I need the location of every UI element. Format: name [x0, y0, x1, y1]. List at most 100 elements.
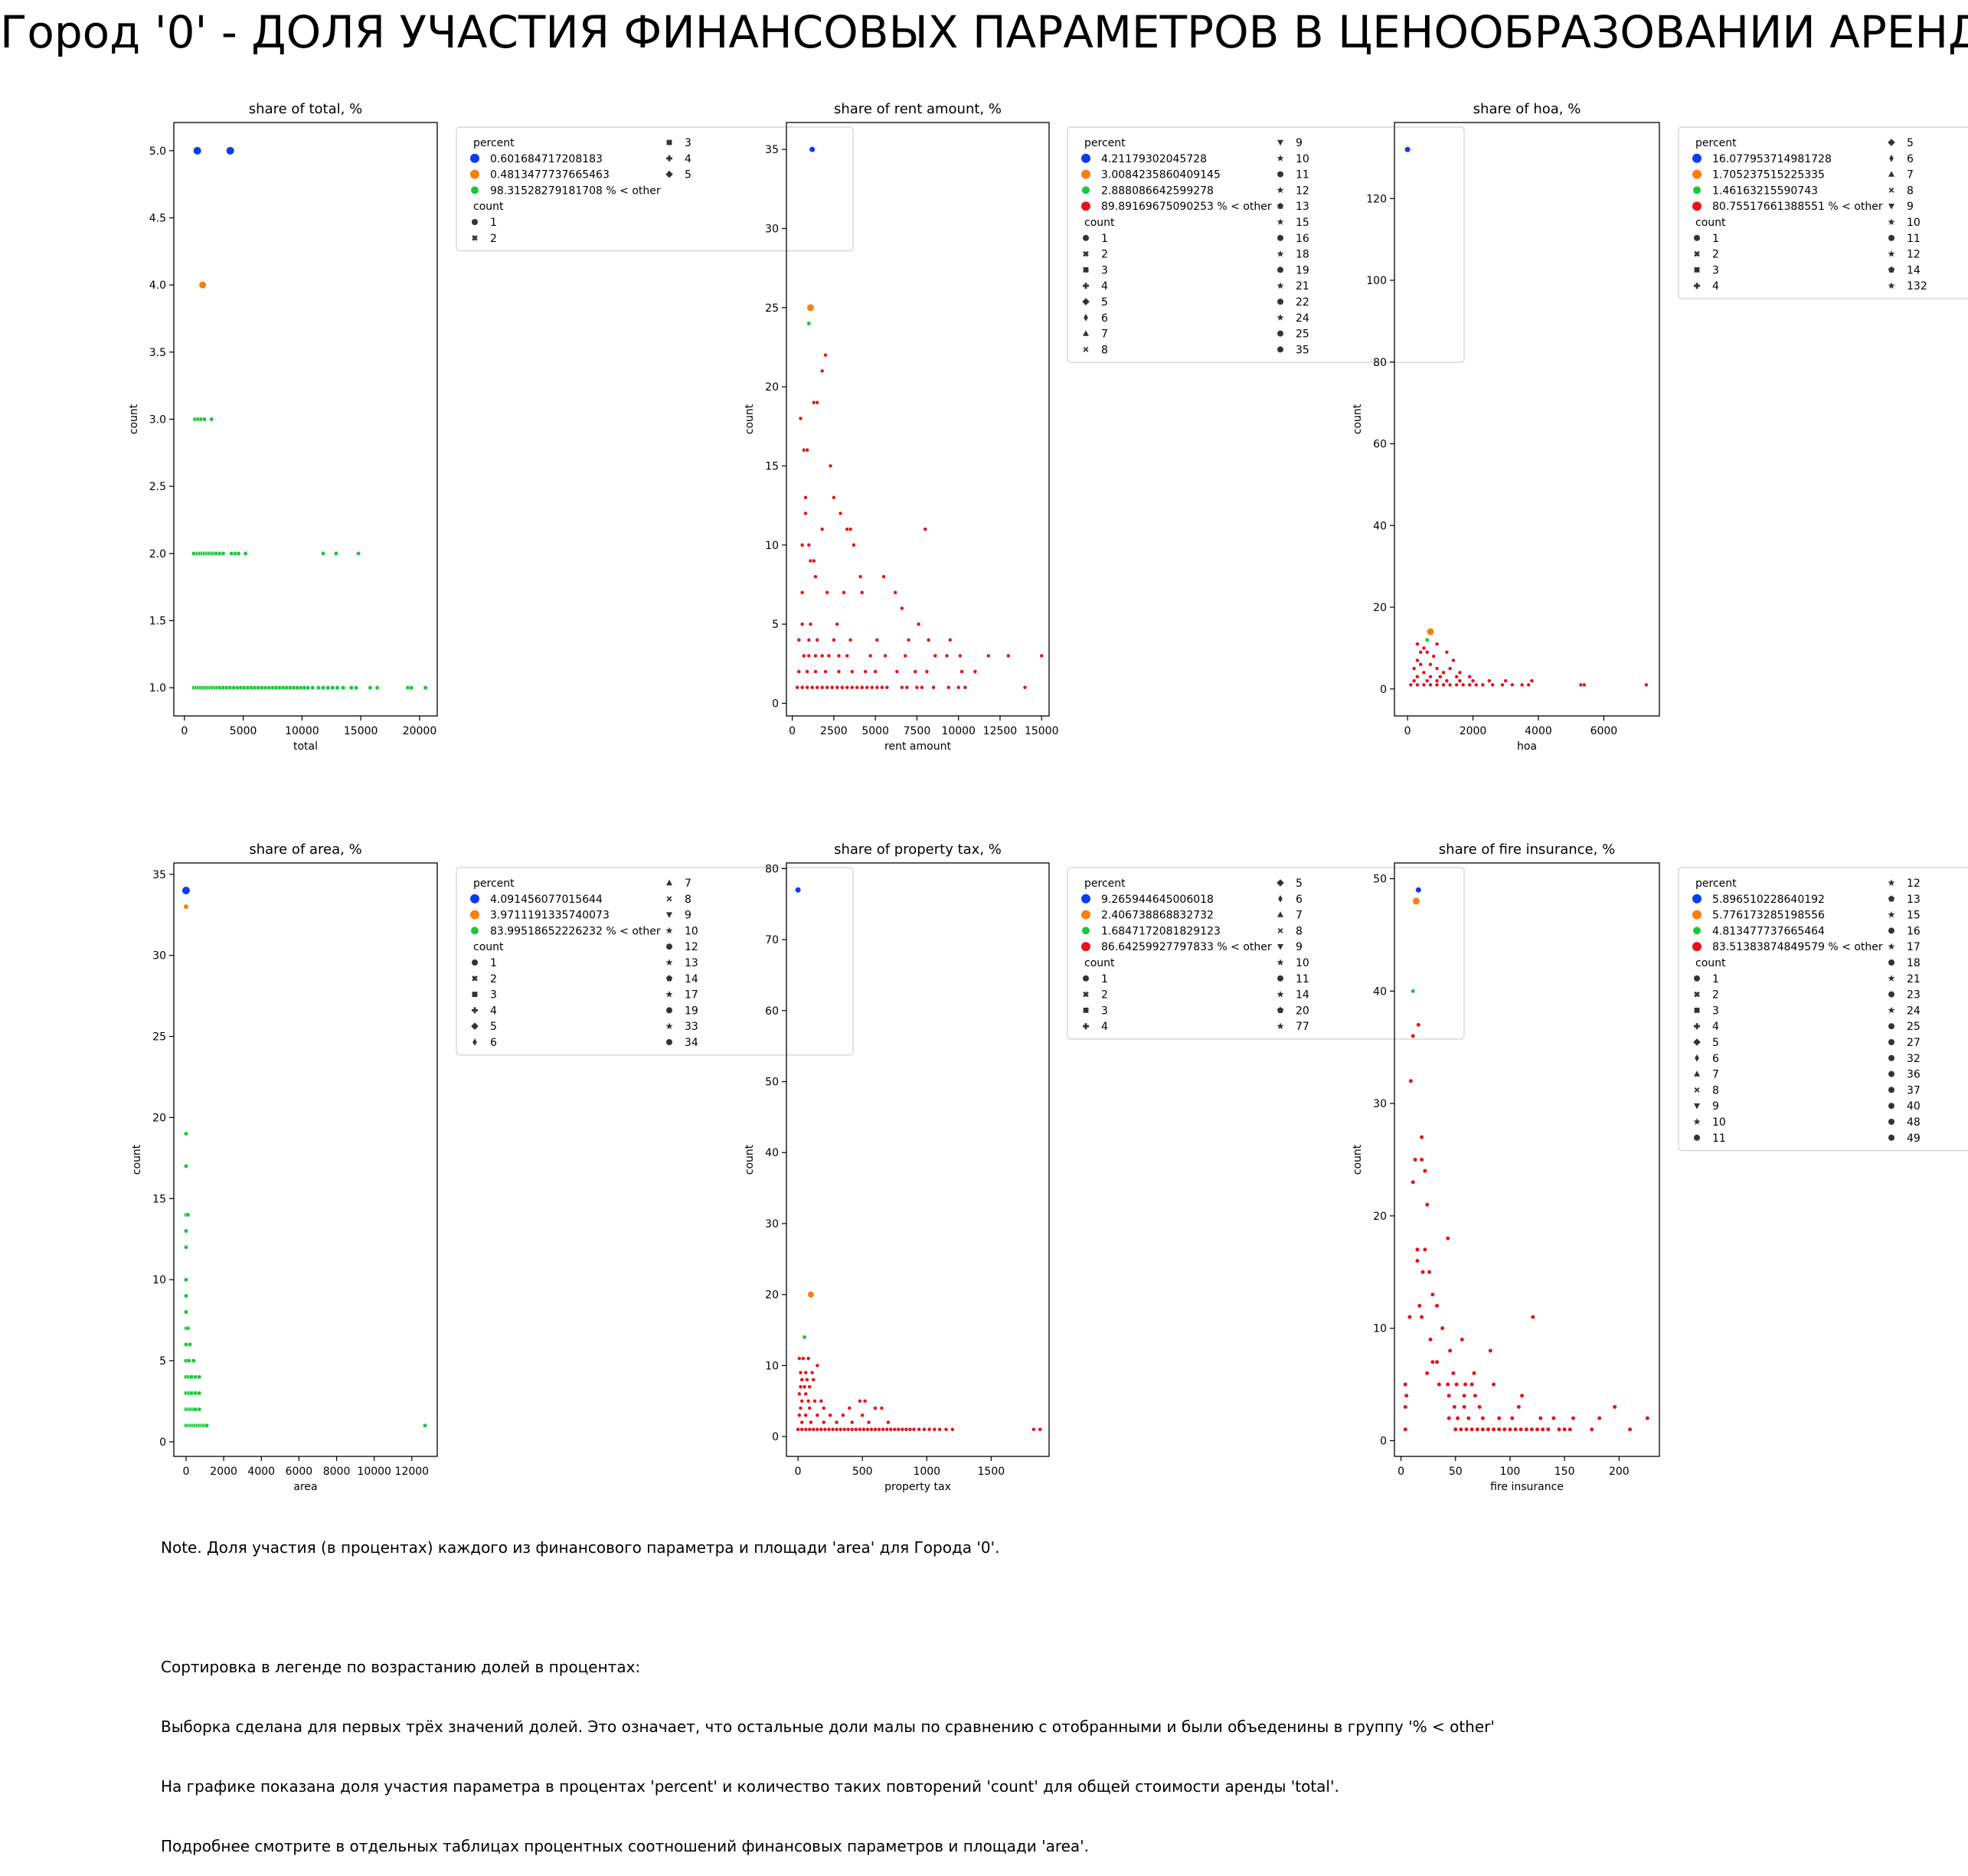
legend-marker [1277, 927, 1283, 933]
y-tick-label: 30 [765, 1218, 779, 1231]
x-tick-label: 6000 [286, 1466, 313, 1478]
legend-heading: count [1084, 217, 1115, 229]
legend-label: 1 [1101, 973, 1108, 985]
legend-label: 9 [685, 910, 691, 922]
data-point [907, 1427, 913, 1432]
data-point [1507, 1427, 1513, 1432]
data-point [185, 1325, 191, 1331]
data-point [888, 1427, 894, 1432]
series-green [1411, 989, 1416, 994]
data-point [857, 1398, 862, 1404]
data-point [1414, 1247, 1420, 1253]
legend: percent 0.601684717208183 0.48134777376654… [456, 126, 854, 252]
legend-label: 11 [1907, 233, 1921, 245]
y-tick-label: 0 [159, 1436, 166, 1449]
note-line-1: Note. Доля участия (в процентах) каждого… [161, 1538, 1000, 1557]
data-point [1473, 682, 1479, 688]
legend-marker [1888, 1070, 1894, 1077]
data-point [193, 146, 202, 155]
x-tick-label: 2500 [820, 725, 848, 737]
data-point [811, 1427, 816, 1432]
legend-label: 11 [1296, 973, 1309, 985]
data-point [1462, 1393, 1467, 1398]
legend-label: 1 [1712, 233, 1719, 245]
data-point [1470, 678, 1476, 683]
series-orange [198, 281, 207, 289]
y-tick-label: 10 [152, 1274, 166, 1286]
data-point [806, 303, 815, 312]
plot-frame [1394, 122, 1660, 717]
data-point [956, 685, 961, 690]
data-point [1415, 682, 1420, 688]
series-blue [181, 886, 191, 895]
series-blue [809, 146, 816, 153]
y-tick-label: 80 [765, 863, 779, 875]
x-tick-label: 200 [1609, 1466, 1630, 1478]
x-tick-label: 150 [1554, 1466, 1575, 1478]
y-tick-label: 3.5 [149, 347, 166, 359]
legend-marker [1277, 959, 1284, 966]
data-point [1450, 1371, 1456, 1376]
data-point [933, 653, 938, 659]
legend-label: 1.6847172081829123 [1101, 925, 1221, 937]
data-point [806, 1356, 811, 1361]
data-point [826, 653, 832, 659]
data-point [1491, 1427, 1496, 1432]
legend-marker [472, 975, 478, 982]
data-point [1480, 1427, 1486, 1432]
legend-marker [1277, 879, 1284, 887]
data-point [1644, 682, 1649, 688]
legend-marker [1888, 1087, 1894, 1093]
data-point [847, 1406, 852, 1410]
data-point [873, 669, 878, 674]
data-point [1022, 685, 1028, 690]
legend-swatch [470, 153, 479, 163]
legend-label: 7 [1712, 1069, 1719, 1081]
data-point [1480, 682, 1486, 688]
legend-swatch [1692, 153, 1702, 163]
marker-shape [1888, 187, 1894, 193]
legend-swatch [1081, 942, 1090, 952]
legend-label: 98.31528279181708 % < other [490, 185, 661, 197]
data-point [803, 1391, 809, 1397]
data-point [330, 685, 335, 691]
data-point [932, 1427, 937, 1432]
x-tick-label: 10000 [941, 725, 976, 737]
legend-label: 1.705237515225335 [1712, 169, 1825, 181]
legend-marker [1888, 1119, 1894, 1125]
data-point [803, 1413, 809, 1418]
legend-label: 17 [685, 989, 698, 1002]
data-point [832, 637, 836, 642]
data-point [806, 637, 812, 642]
legend-marker [1277, 1007, 1284, 1013]
chart-title: share of rent amount, % [834, 101, 1002, 117]
y-axis-label: count [131, 1144, 143, 1175]
data-point [1447, 666, 1453, 671]
legend-box [1678, 867, 1968, 1152]
legend-swatch [1081, 910, 1090, 920]
data-point [819, 653, 825, 659]
note-line-5: Подробнее смотрите в отдельных таблицах … [161, 1837, 1090, 1855]
legend-marker [1083, 250, 1089, 257]
data-point [1463, 1381, 1468, 1387]
legend-marker [1083, 283, 1089, 289]
y-tick-label: 50 [765, 1077, 779, 1089]
legend-heading: count [1695, 217, 1726, 229]
data-point [852, 542, 856, 547]
data-point [1421, 645, 1427, 651]
legend-label: 7 [685, 878, 691, 890]
legend-label: 13 [1907, 894, 1921, 906]
legend-marker [1888, 1054, 1894, 1061]
legend-marker [1694, 283, 1700, 289]
data-point [1039, 653, 1044, 659]
legend-label: 4 [1101, 1021, 1108, 1033]
legend-marker [1888, 1103, 1894, 1110]
data-point [973, 669, 978, 674]
legend-swatch [1081, 894, 1090, 904]
data-point [1467, 674, 1473, 679]
legend-label: 3 [685, 137, 691, 149]
data-point [1509, 1415, 1515, 1421]
legend-marker [1888, 250, 1895, 257]
legend-marker [472, 234, 478, 241]
data-point [1455, 1415, 1460, 1421]
